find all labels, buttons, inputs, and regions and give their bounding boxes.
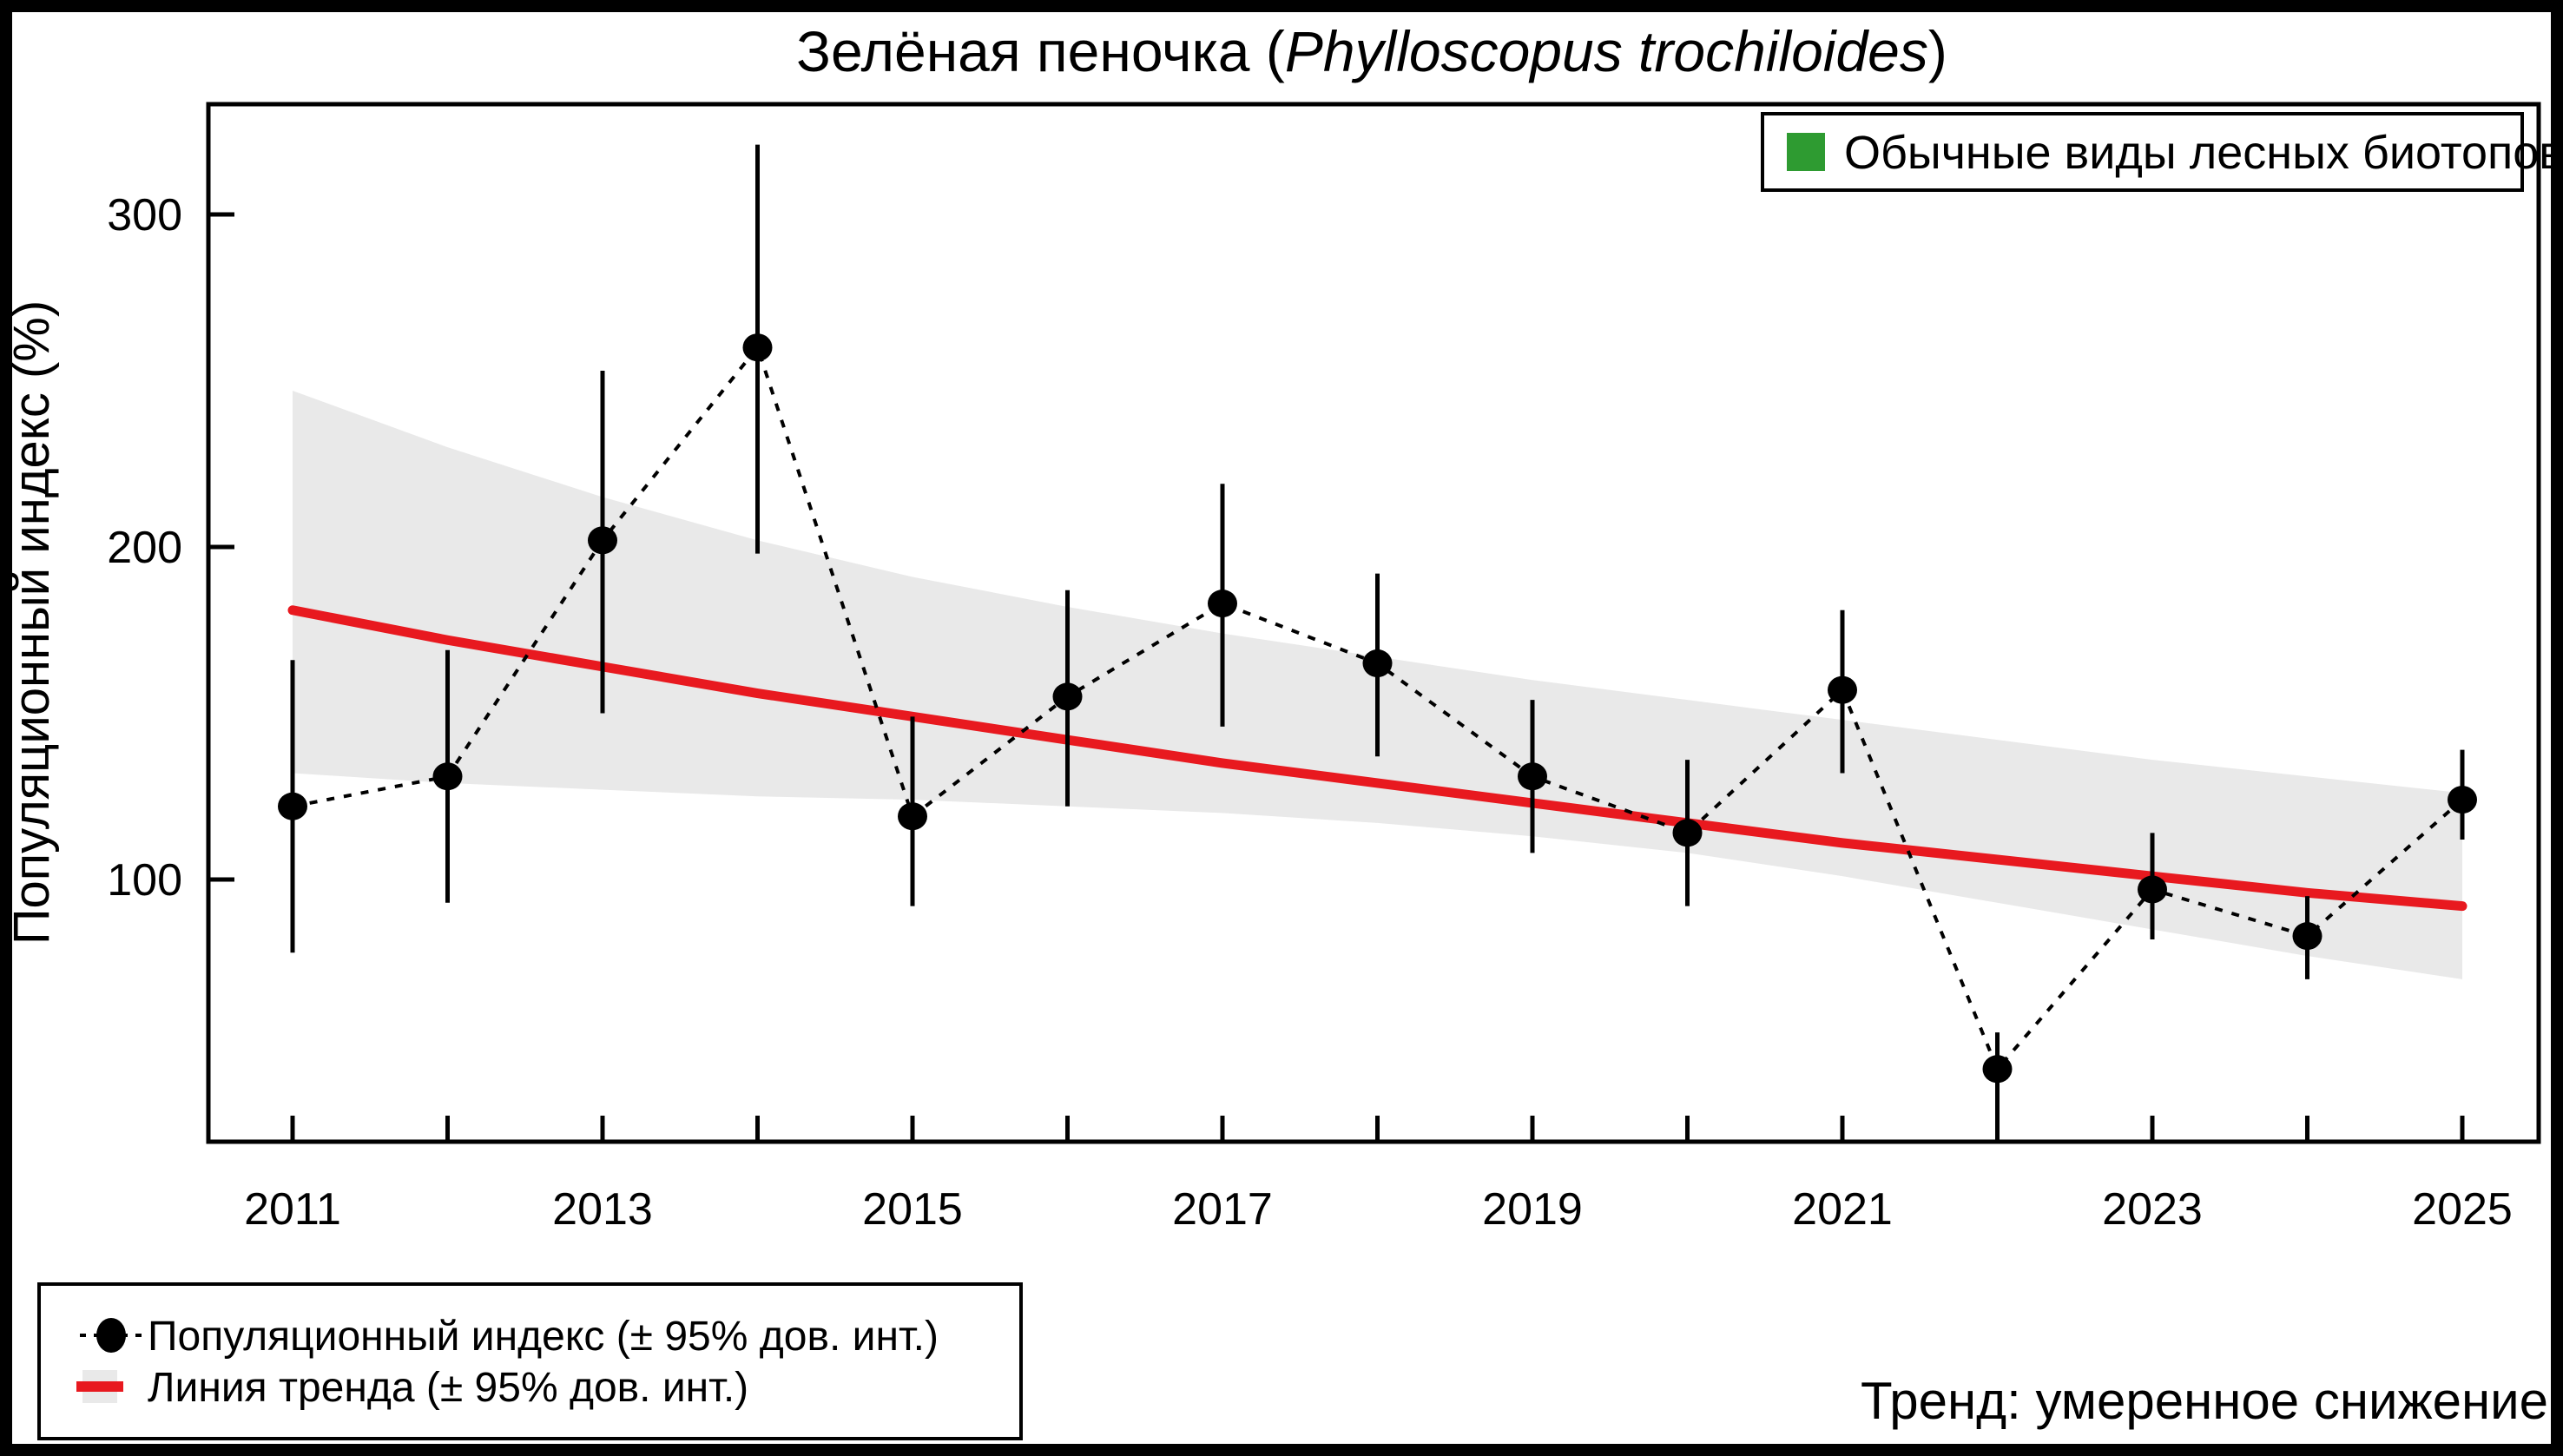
svg-text:2017: 2017 [1172, 1184, 1273, 1235]
trend-status-text: Тренд: умеренное снижение [1861, 1372, 2548, 1430]
legend-trend-label: Линия тренда (± 95% дов. инт.) [148, 1365, 748, 1411]
axis-ticks [208, 212, 2465, 1142]
y-axis-tick-labels: 100 200 300 [107, 190, 182, 906]
x-axis-tick-labels: 2011 2013 2015 2017 2019 2021 2023 2025 [244, 1184, 2513, 1235]
svg-text:2011: 2011 [244, 1184, 341, 1235]
svg-text:2019: 2019 [1482, 1184, 1583, 1235]
legend-point-icon [96, 1318, 126, 1353]
svg-text:2013: 2013 [552, 1184, 653, 1235]
trend-line [287, 605, 2467, 912]
data-points [278, 333, 2477, 1084]
legend-habitat-group: Обычные виды лесных биотопов [1761, 112, 2563, 192]
svg-text:200: 200 [107, 523, 182, 573]
legend-index-label: Популяционный индекс (± 95% дов. инт.) [148, 1314, 939, 1360]
legend-series-group: Популяционный индекс (± 95% дов. инт.) Л… [37, 1282, 1023, 1440]
svg-text:100: 100 [107, 855, 182, 906]
green-swatch-icon [1787, 133, 1825, 171]
svg-text:300: 300 [107, 190, 182, 240]
legend-habitat-box [1761, 112, 2524, 192]
y-axis-label: Популяционный индекс (%) [3, 300, 60, 945]
page-title: Зелёная пеночка (Phylloscopus trochiloid… [796, 19, 1947, 83]
svg-text:2025: 2025 [2412, 1184, 2513, 1235]
svg-text:2023: 2023 [2102, 1184, 2203, 1235]
svg-text:2021: 2021 [1792, 1184, 1893, 1235]
legend-habitat-label: Обычные виды лесных биотопов [1844, 127, 2563, 179]
legend-series-box [37, 1282, 1023, 1440]
svg-text:2015: 2015 [862, 1184, 963, 1235]
